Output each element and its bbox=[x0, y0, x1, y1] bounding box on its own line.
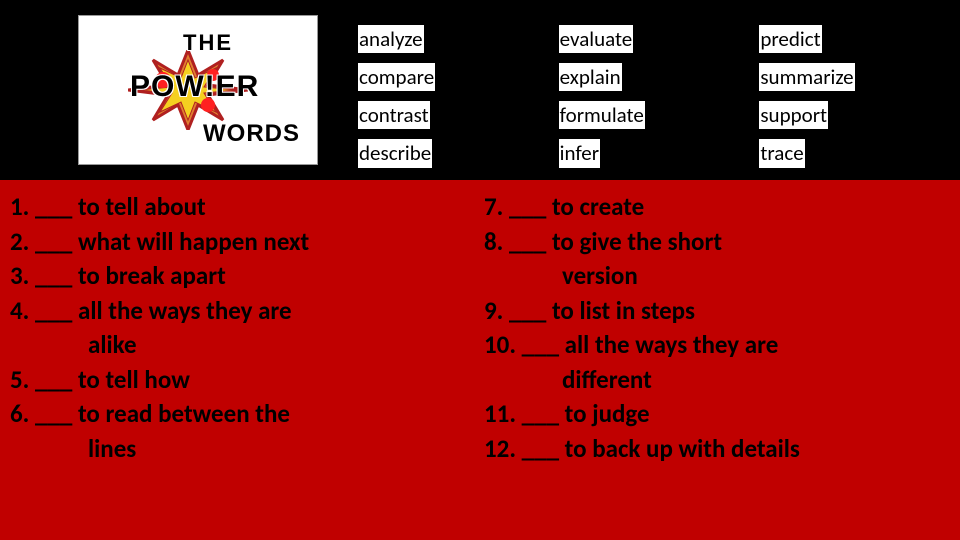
top-section: THE POW!ER WORDS analyze compare contras… bbox=[0, 0, 960, 180]
definitions-panel: 1. ___ to tell about2. ___ what will hap… bbox=[0, 180, 960, 540]
definition-item: version bbox=[484, 259, 950, 294]
word-col-2: evaluate explain formulate infer bbox=[559, 25, 730, 180]
definition-item: alike bbox=[10, 328, 476, 363]
word-item: formulate bbox=[559, 101, 645, 129]
word-item: predict bbox=[759, 25, 821, 53]
definition-item: 6. ___ to read between the bbox=[10, 397, 476, 432]
definition-item: lines bbox=[10, 432, 476, 467]
definition-item: 9. ___ to list in steps bbox=[484, 294, 950, 329]
power-words-logo: THE POW!ER WORDS bbox=[78, 15, 318, 165]
word-item: support bbox=[759, 101, 828, 129]
definition-item: different bbox=[484, 363, 950, 398]
definition-item: 4. ___ all the ways they are bbox=[10, 294, 476, 329]
definition-item: 3. ___ to break apart bbox=[10, 259, 476, 294]
definition-item: 10. ___ all the ways they are bbox=[484, 328, 950, 363]
definition-item: 11. ___ to judge bbox=[484, 397, 950, 432]
logo-inner: THE POW!ER WORDS bbox=[88, 25, 308, 155]
definition-item: 8. ___ to give the short bbox=[484, 225, 950, 260]
word-item: explain bbox=[559, 63, 622, 91]
definitions-left: 1. ___ to tell about2. ___ what will hap… bbox=[10, 190, 476, 540]
definition-item: 7. ___ to create bbox=[484, 190, 950, 225]
word-item: evaluate bbox=[559, 25, 634, 53]
word-item: describe bbox=[358, 139, 432, 167]
word-item: analyze bbox=[358, 25, 424, 53]
definition-item: 2. ___ what will happen next bbox=[10, 225, 476, 260]
logo-text-power: POW!ER bbox=[130, 70, 259, 104]
word-item: compare bbox=[358, 63, 435, 91]
definitions-right: 7. ___ to create8. ___ to give the short… bbox=[484, 190, 950, 540]
word-col-1: analyze compare contrast describe bbox=[358, 25, 529, 180]
word-item: trace bbox=[759, 139, 804, 167]
logo-text-words: WORDS bbox=[203, 120, 300, 148]
word-bank: analyze compare contrast describe evalua… bbox=[318, 10, 960, 180]
definition-item: 1. ___ to tell about bbox=[10, 190, 476, 225]
word-item: summarize bbox=[759, 63, 854, 91]
word-col-3: predict summarize support trace bbox=[759, 25, 930, 180]
definition-item: 12. ___ to back up with details bbox=[484, 432, 950, 467]
word-item: contrast bbox=[358, 101, 430, 129]
word-item: infer bbox=[559, 139, 600, 167]
definition-item: 5. ___ to tell how bbox=[10, 363, 476, 398]
logo-text-the: THE bbox=[183, 30, 233, 56]
